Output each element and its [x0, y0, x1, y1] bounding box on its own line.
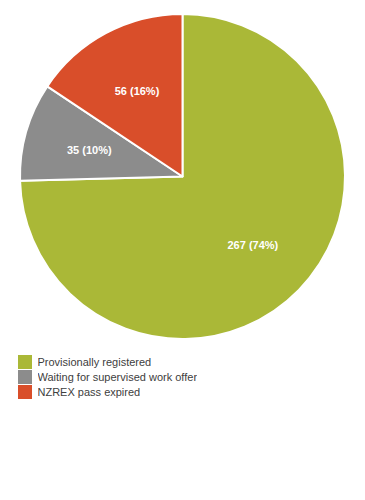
- svg-text:56 (16%): 56 (16%): [115, 85, 160, 97]
- html-text:NZREX pass expired: NZREX pass expired: [37, 386, 141, 398]
- svg-text:267 (74%): 267 (74%): [227, 239, 278, 251]
- html-text:Provisionally registered: Provisionally registered: [37, 356, 152, 368]
- html-text:Waiting for supervised work of: Waiting for supervised work offer: [37, 371, 198, 383]
- svg-text:35 (10%): 35 (10%): [67, 143, 112, 155]
